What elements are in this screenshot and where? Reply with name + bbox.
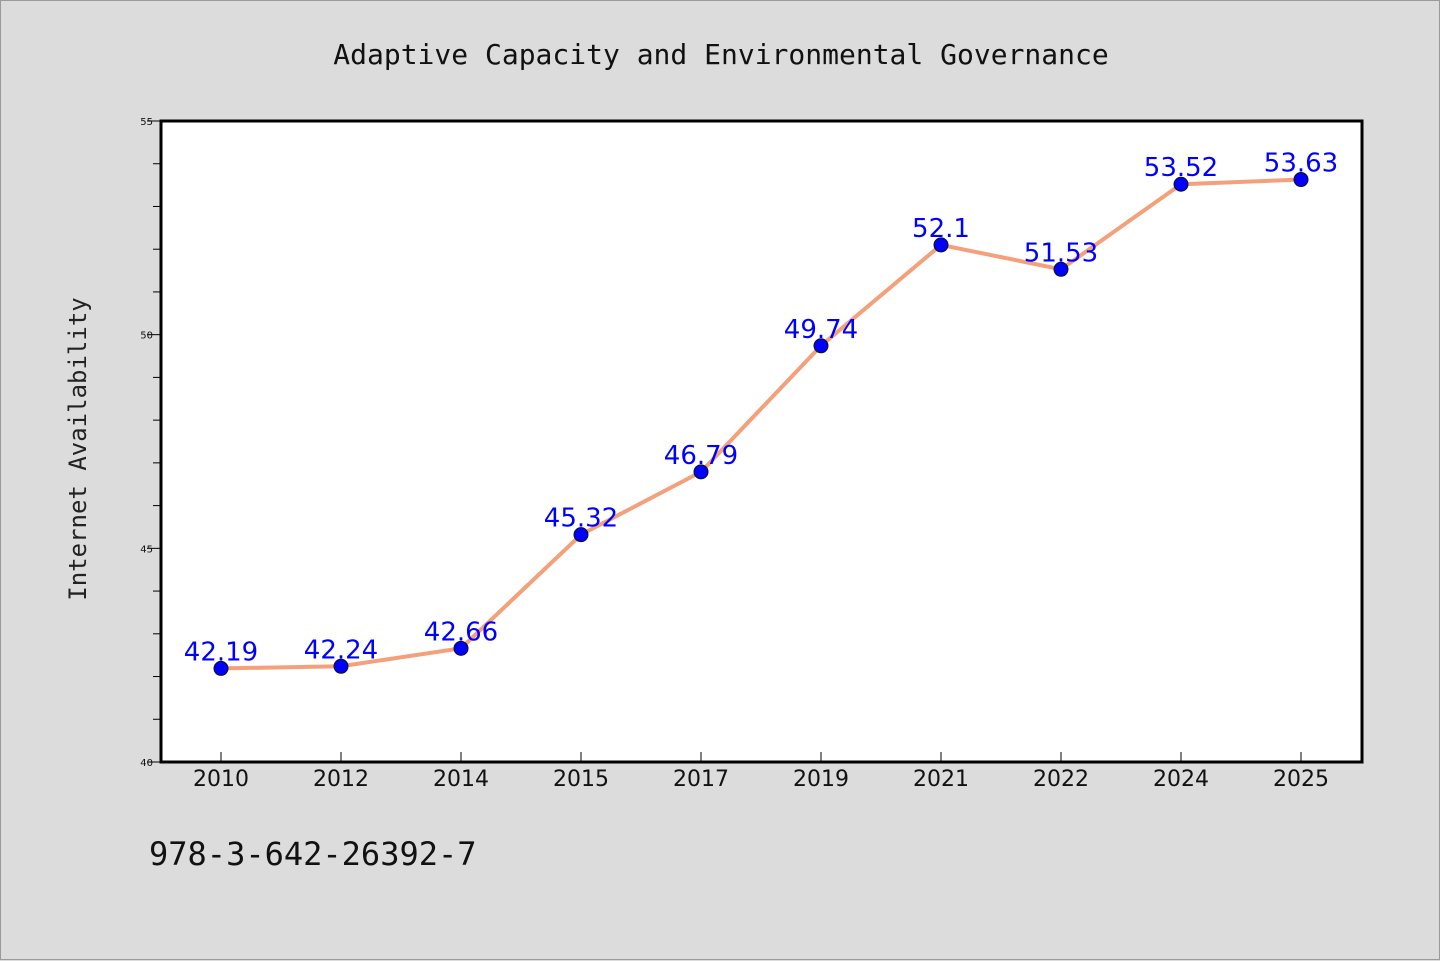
data-labels: 42.19 42.24 42.66 45.32 46.79 49.74 52.1 51.53 5… — [184, 149, 1338, 668]
y-axis-label: Internet Availability — [64, 297, 92, 600]
y-major-ticks: 40 45 50 55 — [140, 117, 161, 769]
y-tick-label: 55 — [140, 117, 153, 128]
data-point — [213, 660, 229, 676]
x-tick-label: 2010 — [193, 767, 249, 792]
x-tick-label: 2019 — [793, 767, 849, 792]
data-point — [933, 237, 949, 253]
data-point — [1293, 172, 1309, 188]
data-label: 52.1 — [912, 214, 970, 244]
data-point — [453, 640, 469, 656]
x-tick-label: 2012 — [313, 767, 369, 792]
data-label: 53.52 — [1144, 153, 1218, 183]
x-tick-label: 2014 — [433, 767, 489, 792]
data-label: 42.24 — [304, 635, 378, 665]
x-tick-label: 2022 — [1033, 767, 1089, 792]
data-label: 45.32 — [544, 504, 618, 534]
data-point — [333, 658, 349, 674]
data-label: 51.53 — [1024, 238, 1098, 268]
chart-title: Adaptive Capacity and Environmental Gove… — [333, 38, 1108, 71]
data-label: 49.74 — [784, 315, 858, 345]
series-line — [219, 177, 1303, 671]
data-point — [573, 527, 589, 543]
data-label: 42.66 — [424, 617, 498, 647]
data-points — [213, 172, 1309, 676]
data-point — [693, 464, 709, 480]
plot-area — [161, 121, 1362, 762]
x-tick-label: 2021 — [913, 767, 969, 792]
data-label: 46.79 — [664, 441, 738, 471]
x-ticks: 2010 2012 2014 2015 2017 2019 2021 2022 2024 2025 — [193, 752, 1329, 792]
data-point — [1053, 261, 1069, 277]
x-tick-label: 2025 — [1273, 767, 1329, 792]
y-tick-label: 50 — [140, 331, 153, 342]
data-label: 53.63 — [1264, 149, 1338, 179]
footer-code: 978-3-642-26392-7 — [149, 835, 477, 873]
x-tick-label: 2024 — [1153, 767, 1209, 792]
plot-frame — [159, 119, 1364, 764]
data-label: 42.19 — [184, 637, 258, 667]
y-tick-label: 45 — [140, 544, 153, 555]
x-tick-label: 2015 — [553, 767, 609, 792]
y-tick-label: 40 — [140, 758, 153, 769]
data-point — [813, 338, 829, 354]
data-point — [1173, 176, 1189, 192]
x-tick-label: 2017 — [673, 767, 729, 792]
